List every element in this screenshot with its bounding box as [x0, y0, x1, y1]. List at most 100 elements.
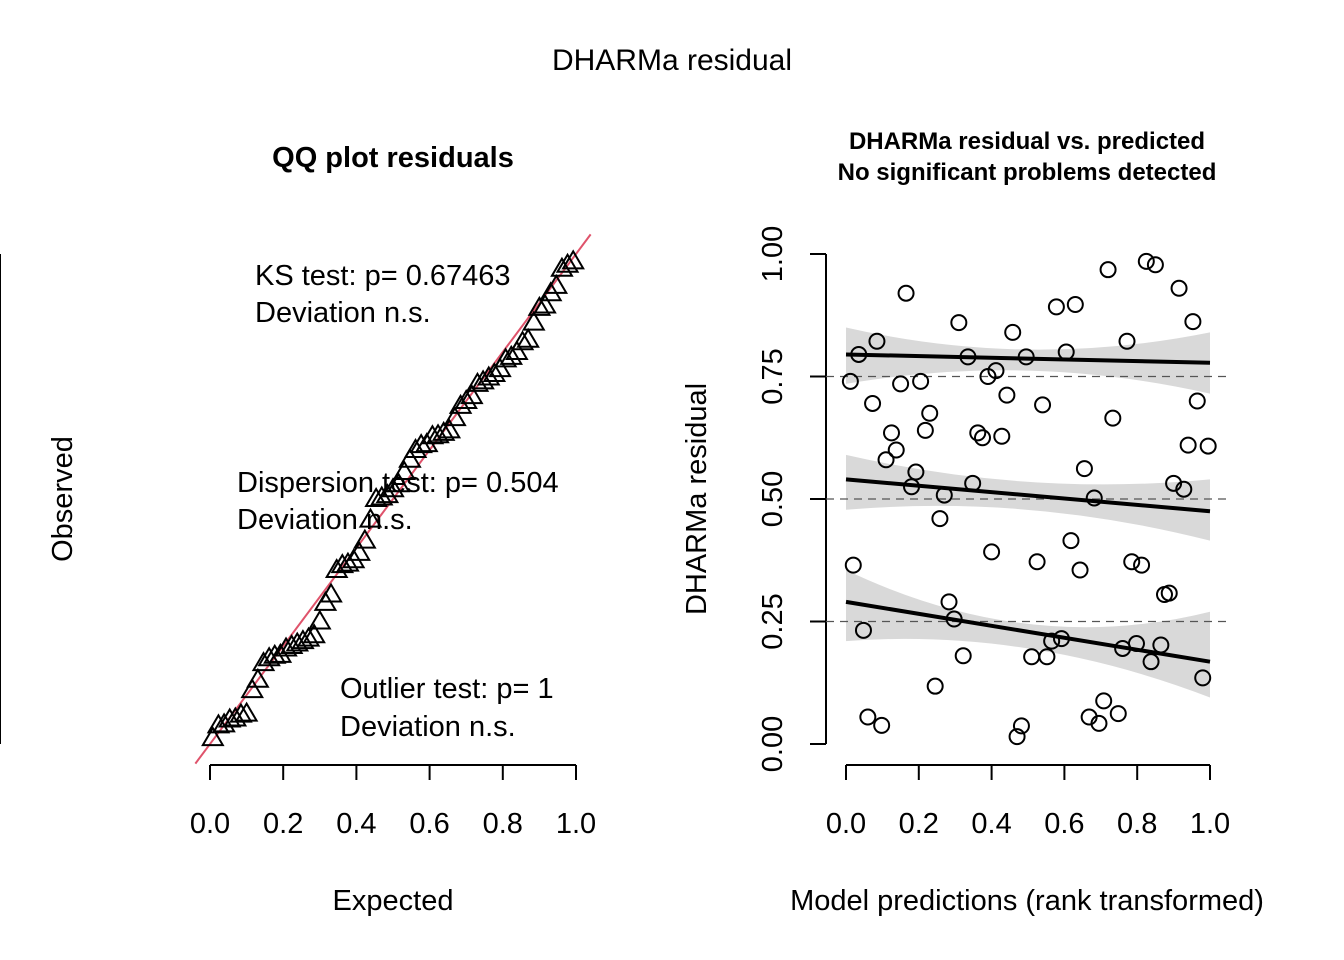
quantile-fit-lines	[845, 352, 1211, 664]
qq-axes: 0.00.20.40.60.81.00.00.20.40.60.81.0	[0, 254, 596, 840]
ks-test-annotation: KS test: p= 0.67463	[255, 260, 511, 292]
residual-point	[1175, 480, 1193, 498]
residual-point	[1023, 648, 1041, 666]
qq-point	[538, 281, 563, 302]
residual-point	[1179, 436, 1197, 454]
residual-y-tick-label: 0.50	[757, 471, 789, 527]
residual-point	[1104, 409, 1122, 427]
qq-point	[285, 631, 310, 652]
confidence-band	[846, 454, 1210, 541]
qq-point	[510, 330, 535, 351]
qq-point	[353, 528, 377, 549]
residual-point	[969, 424, 987, 442]
qq-point	[555, 252, 580, 273]
qq-point	[437, 418, 462, 439]
qq-point	[527, 295, 552, 316]
residual-x-tick-label: 0.0	[826, 808, 866, 840]
residual-point	[892, 375, 910, 393]
residual-point	[841, 372, 859, 390]
residual-point	[987, 362, 1005, 380]
qq-point	[251, 651, 276, 672]
residual-point	[1043, 632, 1061, 650]
residual-axes: 0.0 0.2 0.4 0.6 0.8 1.0 0.00 0.25 0.50 0.75 1.00	[757, 226, 1230, 840]
figure-title: DHARMa residual	[552, 44, 792, 77]
qq-point	[308, 609, 332, 630]
qq-x-axis-label: Expected	[333, 885, 454, 917]
qq-point	[561, 249, 585, 270]
residual-point	[1146, 256, 1164, 274]
qq-point	[516, 327, 540, 348]
residual-point	[964, 474, 982, 492]
residual-point	[1062, 532, 1080, 550]
residual-point	[1004, 323, 1022, 341]
qq-point	[460, 384, 484, 405]
qq-point	[279, 634, 304, 654]
residual-y-tick-label: 0.75	[757, 348, 789, 404]
residual-point	[916, 421, 934, 439]
residual-point	[921, 404, 939, 422]
residual-point	[993, 427, 1011, 445]
residual-point	[1071, 561, 1089, 579]
qq-point	[341, 548, 366, 569]
qq-point	[493, 347, 518, 368]
residual-point	[1052, 630, 1070, 648]
residual-point	[1047, 298, 1065, 316]
residual-y-tick-label: 0.00	[757, 716, 789, 772]
residual-point	[1012, 717, 1030, 735]
qq-point	[471, 369, 495, 390]
residual-point	[1008, 728, 1026, 746]
residual-point	[868, 332, 886, 350]
qq-point	[398, 447, 422, 468]
residual-point	[1099, 261, 1117, 279]
residual-point	[907, 463, 925, 481]
residual-y-tick-label: 1.00	[757, 226, 789, 282]
residual-point	[935, 486, 953, 504]
residual-point	[1090, 714, 1108, 732]
qq-point	[426, 423, 450, 444]
qq-point	[302, 623, 326, 644]
qq-point	[358, 507, 383, 528]
residual-y-tick-label: 0.25	[757, 593, 789, 649]
residual-point	[1127, 635, 1145, 653]
qq-point	[240, 678, 264, 699]
qq-x-tick-label: 0.8	[483, 808, 523, 840]
residual-point	[1017, 348, 1035, 366]
qq-x-tick-label: 0.0	[190, 808, 230, 840]
qq-point	[448, 393, 473, 414]
residual-x-tick-label: 0.2	[899, 808, 939, 840]
residual-x-tick-label: 0.4	[971, 808, 1011, 840]
residual-point	[864, 394, 882, 412]
residual-point	[1194, 669, 1212, 687]
qq-point	[330, 553, 355, 574]
qq-point	[274, 636, 298, 657]
qq-point	[550, 256, 574, 277]
residual-point	[1137, 252, 1155, 270]
residual-point	[945, 610, 963, 628]
qq-point	[443, 406, 467, 427]
residual-point	[1057, 343, 1075, 361]
qq-point	[403, 438, 428, 458]
qq-point	[234, 701, 259, 722]
residual-point	[1118, 332, 1136, 350]
dispersion-test-annotation: Dispersion test: p= 0.504	[237, 467, 559, 499]
qq-point	[386, 472, 411, 493]
qq-x-tick-label: 0.2	[263, 808, 303, 840]
outlier-test-annotation: Outlier test: p= 1	[340, 673, 554, 705]
outlier-test-deviation: Deviation n.s.	[340, 711, 516, 743]
residual-point	[940, 593, 958, 611]
residual-point	[974, 429, 991, 447]
residual-point	[950, 314, 968, 332]
qq-plot-panel: QQ plot residuals Expected Observed 0.0 0…	[0, 142, 596, 917]
residual-point	[873, 716, 891, 734]
residual-point	[998, 386, 1016, 404]
qq-x-tick-label: 0.4	[336, 808, 376, 840]
qq-point	[201, 726, 225, 747]
residual-point	[983, 543, 1001, 561]
qq-point	[454, 389, 478, 409]
qq-x-tick-label: 0.6	[409, 808, 449, 840]
quantile-fit-line	[845, 599, 1211, 664]
residual-point	[931, 510, 949, 528]
residual-x-tick-label: 0.8	[1117, 808, 1157, 840]
residual-y-axis-label: DHARMa residual	[681, 383, 713, 615]
residual-point	[1188, 392, 1206, 410]
